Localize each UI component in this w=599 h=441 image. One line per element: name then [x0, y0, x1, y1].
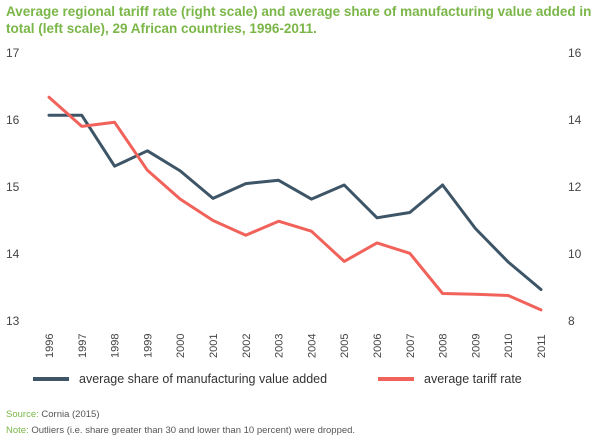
legend-label-tariff: average tariff rate	[424, 372, 522, 386]
legend-swatch-manufacturing	[33, 377, 69, 381]
note-text: Outliers (i.e. share greater than 30 and…	[31, 425, 356, 436]
chart-title: Average regional tariff rate (right scal…	[6, 4, 592, 36]
right-tick-label: 16	[568, 46, 582, 60]
x-tick-label: 2003	[274, 334, 286, 358]
legend-item-manufacturing: average share of manufacturing value add…	[33, 372, 327, 386]
left-axis: 13 14 15 16 17	[6, 46, 20, 328]
x-tick-label: 2006	[372, 334, 384, 358]
right-tick-label: 14	[568, 113, 582, 127]
x-tick-label: 2000	[175, 334, 187, 358]
x-tick-label: 2008	[438, 334, 450, 358]
left-tick-label: 14	[6, 247, 20, 261]
x-tick-label: 2010	[503, 334, 515, 358]
right-tick-label: 12	[568, 180, 582, 194]
line-chart: 13 14 15 16 17 8 10 12 14 16 1996 1997 1998 1999 200…	[6, 46, 582, 358]
right-tick-label: 10	[568, 247, 582, 261]
manufacturing-share-line	[47, 113, 543, 291]
legend-item-tariff: average tariff rate	[378, 372, 522, 386]
x-tick-label: 2009	[470, 334, 482, 358]
tariff-rate-line	[47, 95, 543, 312]
right-axis: 8 10 12 14 16	[568, 46, 582, 328]
series-lines	[47, 95, 543, 312]
legend-swatch-tariff	[378, 377, 414, 381]
left-tick-label: 17	[6, 46, 20, 60]
x-axis: 1996 1997 1998 1999 2000 2001 2002 2003 2004 2005…	[44, 334, 548, 358]
note-line: Note: Outliers (i.e. share greater than …	[6, 425, 355, 436]
left-tick-label: 13	[6, 314, 20, 328]
x-tick-label: 2004	[306, 334, 318, 358]
x-tick-label: 2002	[241, 334, 253, 358]
x-tick-label: 1997	[77, 334, 89, 358]
legend-label-manufacturing: average share of manufacturing value add…	[79, 372, 328, 386]
source-label: Source:	[6, 409, 39, 420]
right-tick-label: 8	[568, 314, 575, 328]
source-line: Source: Cornia (2015)	[6, 409, 99, 420]
x-tick-label: 1996	[44, 334, 56, 358]
x-tick-label: 1999	[142, 334, 154, 358]
note-label: Note:	[6, 425, 29, 436]
left-tick-label: 15	[6, 180, 20, 194]
legend: average share of manufacturing value add…	[0, 372, 599, 392]
left-tick-label: 16	[6, 113, 20, 127]
x-tick-label: 1998	[110, 334, 122, 358]
x-tick-label: 2011	[536, 334, 548, 358]
x-tick-label: 2007	[405, 334, 417, 358]
source-text: Cornia (2015)	[41, 409, 100, 420]
x-tick-label: 2005	[339, 334, 351, 358]
x-tick-label: 2001	[208, 334, 220, 358]
